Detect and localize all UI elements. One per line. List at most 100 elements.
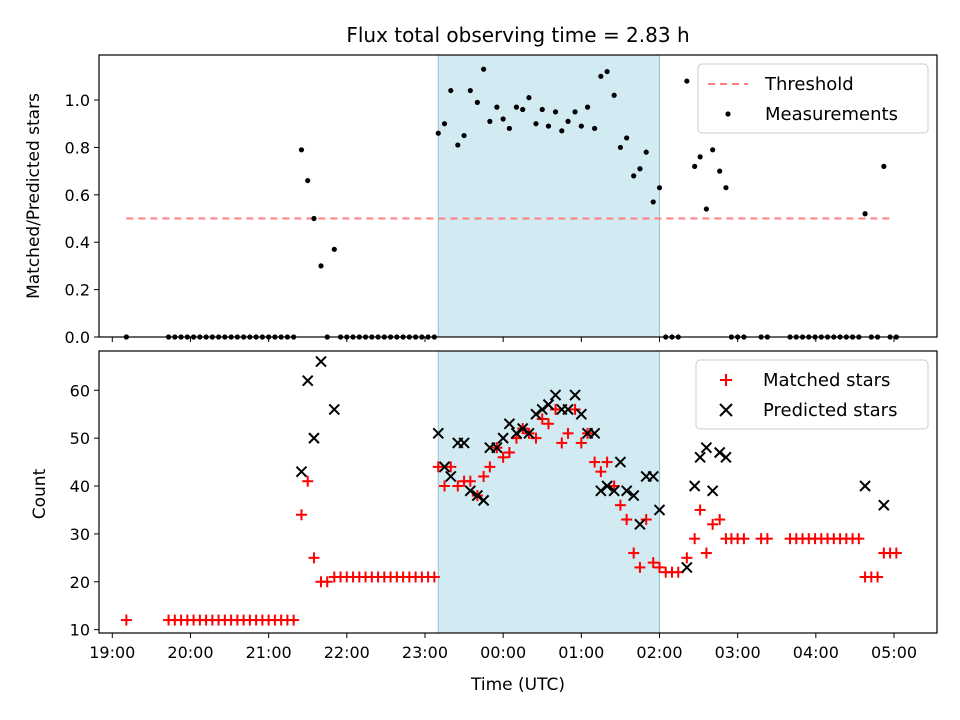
top-plot-frame [98, 54, 938, 338]
bottom-legend: Matched stars Predicted stars [695, 359, 929, 430]
y-tick-label: 30 [70, 525, 90, 544]
bottom-legend-box [695, 359, 929, 430]
predicted-star-point [542, 398, 555, 411]
measurement-point [697, 154, 703, 160]
predicted-star-point-b [634, 518, 646, 531]
predicted-star-point-b [477, 494, 490, 507]
matched-star-point [601, 456, 613, 468]
matched-star-point [614, 499, 626, 511]
predicted-star-point-b [608, 485, 620, 497]
legend-predicted-swatch [719, 403, 733, 417]
matched-star-point [432, 461, 444, 473]
matched-star-point [556, 437, 568, 449]
x-tick-label: 19:00 [89, 643, 135, 662]
measurement-point [448, 87, 454, 94]
predicted-star-point-b [523, 427, 535, 440]
predicted-star-point [432, 427, 444, 440]
measurement-point [611, 92, 617, 98]
x-tick-label: 02:00 [636, 643, 682, 662]
predicted-star-point [295, 465, 308, 478]
predicted-star-point [458, 437, 470, 449]
measurement-point [311, 215, 317, 222]
predicted-star-point-b [295, 465, 308, 478]
predicted-star-point [523, 427, 535, 440]
predicted-star-point [681, 561, 693, 574]
predicted-star-point [588, 427, 601, 440]
measurement-point [533, 121, 539, 127]
measurement-point [487, 118, 493, 124]
bottom-y-axis-ticks: 10 20 30 40 50 60 [70, 381, 99, 640]
matched-star-point [530, 432, 542, 444]
predicted-star-point [627, 489, 640, 502]
matched-star-point [288, 614, 300, 626]
x-tick-label: 22:00 [324, 643, 370, 662]
predicted-star-point-b [575, 408, 588, 420]
matched-star-point [308, 552, 320, 564]
predicted-star-point [497, 432, 509, 444]
predicted-star-point [647, 470, 659, 483]
measurement-point [881, 163, 887, 169]
measurement-point [578, 123, 584, 129]
matched-star-point [628, 547, 640, 559]
matched-star-point [478, 470, 490, 482]
matched-star-point [484, 461, 496, 473]
measurement-point [584, 104, 591, 110]
measurement-point [604, 68, 610, 75]
matched-star-point [295, 509, 307, 521]
predicted-star-point [688, 480, 701, 492]
measurement-point [331, 246, 337, 252]
measurement-point [539, 106, 545, 113]
predicted-star-point [328, 403, 341, 416]
legend-matched-swatch [720, 374, 732, 386]
predicted-star-point [620, 485, 633, 497]
predicted-star-point [608, 485, 620, 497]
measurement-point [441, 121, 448, 127]
predicted-star-point [720, 451, 732, 463]
y-tick-label: 0.2 [65, 281, 90, 300]
predicted-star-point-b [328, 403, 341, 416]
predicted-star-point-b [601, 480, 613, 492]
measurement-point [592, 125, 598, 132]
measurement-point [862, 211, 868, 217]
measurement-point [703, 206, 709, 212]
predicted-star-point-b [620, 485, 633, 497]
predicted-star-point-b [569, 389, 581, 401]
matched-star-point [700, 547, 712, 559]
chart-title: Flux total observing time = 2.83 h [346, 23, 689, 47]
matched-star-point [503, 447, 515, 459]
measurement-point [598, 73, 604, 79]
matched-star-point [595, 466, 607, 478]
predicted-star-point-b [588, 427, 601, 440]
measurement-point [637, 166, 643, 172]
predicted-star-point [308, 432, 320, 444]
predicted-star-point-b [647, 470, 659, 483]
matched-star-point [445, 461, 457, 473]
predicted-star-point-b [510, 427, 523, 440]
predicted-star-point [700, 442, 713, 454]
matched-star-point [464, 475, 476, 487]
y-tick-label: 0.6 [65, 186, 90, 205]
bottom-matched-points [120, 403, 902, 626]
measurement-point [305, 177, 311, 184]
predicted-star-point-b [859, 480, 871, 492]
matched-star-point [872, 571, 884, 583]
matched-star-point [542, 418, 554, 430]
predicted-star-point [438, 461, 451, 473]
y-tick-label: 60 [70, 381, 90, 400]
matched-star-point [302, 475, 314, 487]
matched-star-point [689, 533, 701, 545]
measurement-point [624, 135, 630, 141]
measurement-point [481, 66, 487, 72]
measurement-point [559, 128, 565, 134]
legend-predicted-label: Predicted stars [763, 400, 897, 421]
top-y-axis-ticks: 0.0 0.2 0.4 0.6 0.8 1.0 [65, 91, 99, 347]
predicted-star-point [653, 504, 666, 516]
predicted-star-point [706, 485, 719, 497]
y-tick-label: 0.8 [65, 138, 90, 157]
predicted-star-point-b [720, 451, 732, 463]
predicted-star-point [510, 427, 523, 440]
measurement-point [552, 109, 559, 115]
predicted-star-point-b [530, 408, 542, 420]
y-tick-label: 50 [70, 429, 90, 448]
measurement-point [298, 147, 305, 153]
